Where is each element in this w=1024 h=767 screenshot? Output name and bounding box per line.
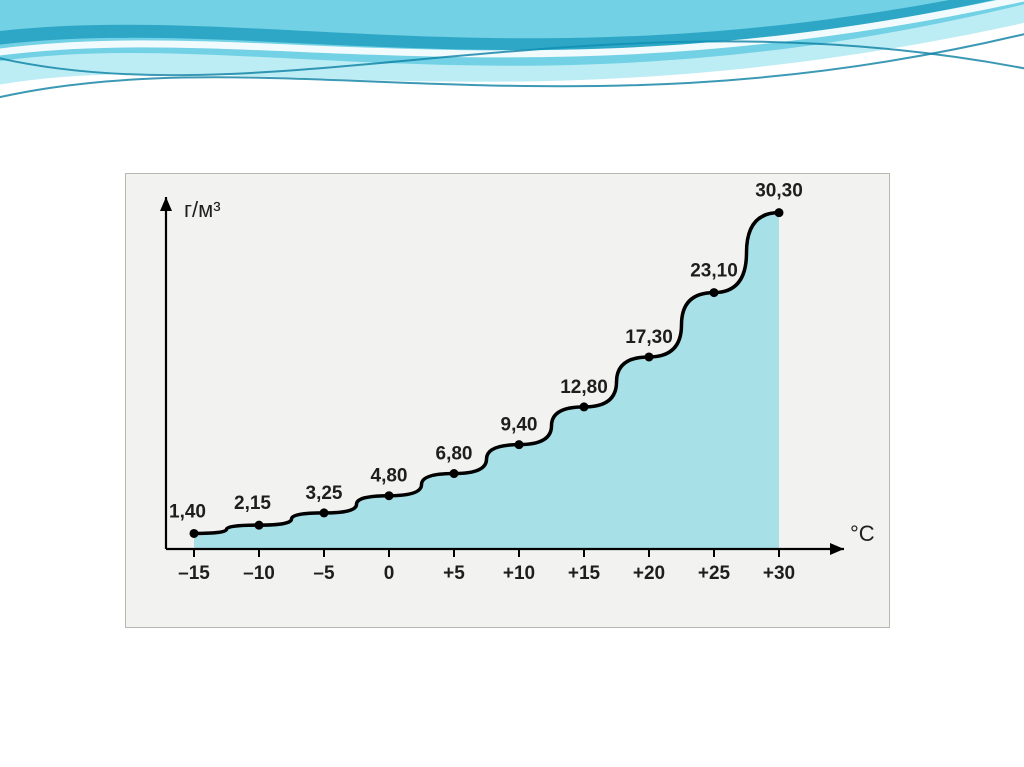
data-point xyxy=(320,508,329,517)
data-point xyxy=(775,208,784,217)
x-tick-label: –10 xyxy=(243,563,275,584)
x-tick-label: +15 xyxy=(568,563,601,584)
data-label: 12,80 xyxy=(560,377,608,398)
data-point xyxy=(190,529,199,538)
x-axis-label: °C xyxy=(850,521,875,546)
x-tick-label: –5 xyxy=(313,563,335,584)
x-tick-label: +30 xyxy=(763,563,795,584)
x-tick-label: +10 xyxy=(503,563,535,584)
data-label: 1,40 xyxy=(169,501,206,522)
x-axis-arrow-icon xyxy=(830,543,844,555)
data-label: 23,10 xyxy=(690,261,738,282)
data-point xyxy=(385,491,394,500)
data-label: 17,30 xyxy=(625,327,673,348)
data-label: 3,25 xyxy=(306,483,343,504)
x-tick-label: +5 xyxy=(443,563,465,584)
decorative-waves xyxy=(0,0,1024,200)
chart-panel: –15 1,40 –10 2,15 –5 3,25 0 4,80 +5 6,80 +10 9,40 +1… xyxy=(125,173,890,628)
data-point xyxy=(255,521,264,530)
data-label: 2,15 xyxy=(234,493,271,514)
data-point xyxy=(515,440,524,449)
data-point xyxy=(645,352,654,361)
data-point xyxy=(710,288,719,297)
data-point xyxy=(580,402,589,411)
data-label: 4,80 xyxy=(371,466,408,487)
data-point xyxy=(450,469,459,478)
data-label: 9,40 xyxy=(501,415,538,436)
x-tick-label: +25 xyxy=(698,563,731,584)
data-label: 30,30 xyxy=(755,181,803,202)
x-tick-label: –15 xyxy=(178,563,210,584)
slide: { "decor": { "wave_colors": ["#6bd7e8", … xyxy=(0,0,1024,767)
y-axis-label: г/м³ xyxy=(184,197,221,222)
x-tick-label: 0 xyxy=(384,563,395,584)
y-axis-arrow-icon xyxy=(160,197,172,211)
humidity-chart: –15 1,40 –10 2,15 –5 3,25 0 4,80 +5 6,80 +10 9,40 +1… xyxy=(126,174,889,627)
data-label: 6,80 xyxy=(436,444,473,465)
x-tick-label: +20 xyxy=(633,563,665,584)
